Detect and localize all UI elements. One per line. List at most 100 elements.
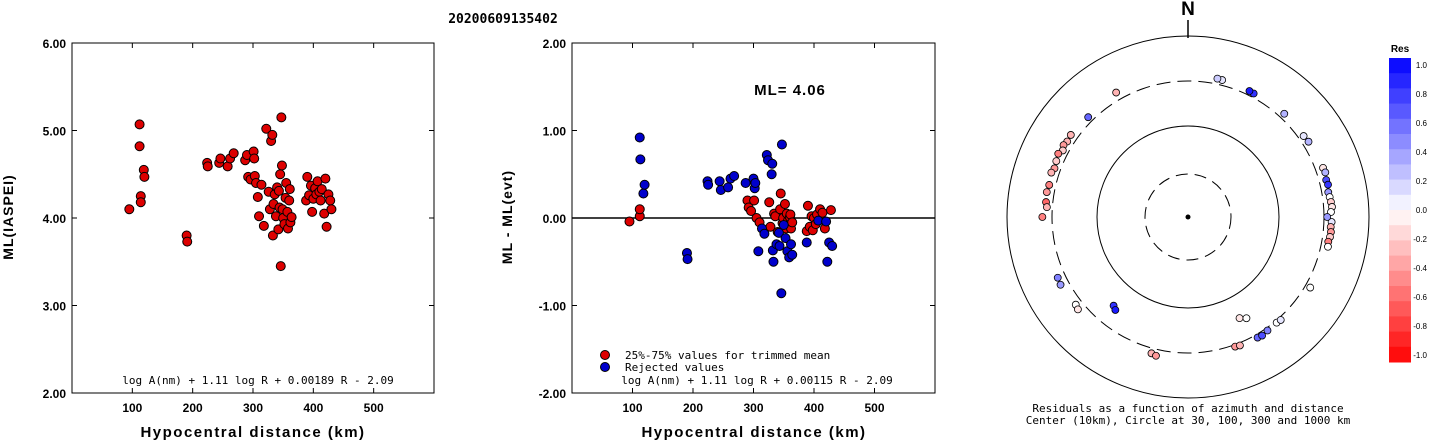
middle-formula: log A(nm) + 1.11 log R + 0.00115 R - 2.0…: [621, 374, 893, 387]
middle-data-point: [825, 205, 836, 216]
colorbar-band: [1389, 225, 1411, 241]
middle-data-point: [746, 206, 757, 216]
left-data-point: [182, 236, 193, 247]
station-marker: [1235, 314, 1244, 323]
polar-caption-1: Residuals as a function of azimuth and d…: [1032, 402, 1343, 415]
station-marker: [1112, 88, 1121, 97]
middle-data-point: [821, 216, 832, 227]
middle-data-point: [759, 228, 770, 239]
figure-title: 20200609135402: [448, 12, 558, 27]
middle-ylabel: ML - ML(evt): [499, 170, 515, 264]
legend-label-rejected: Rejected values: [625, 361, 724, 374]
colorbar-tick-label: 0.4: [1416, 148, 1428, 157]
colorbar-ticks: 1.0 0.8 0.6 0.4 0.2 0.0 -0.2 -0.4 -0.6 -0.8 -1.0: [1413, 61, 1427, 360]
middle-data-point: [774, 241, 785, 251]
circle-100km: [1096, 125, 1280, 309]
colorbar-tick-label: 0.2: [1416, 177, 1428, 186]
colorbar-band: [1389, 255, 1411, 272]
epicenter-dot: [1185, 214, 1191, 220]
colorbar-tick-label: -0.4: [1413, 264, 1427, 273]
station-marker: [1263, 326, 1272, 335]
colorbar-tick-label: -0.8: [1413, 322, 1427, 331]
middle-data-point: [787, 217, 798, 228]
azimuth-residual-panel: N Residuals as a function of azimuth and…: [1006, 0, 1370, 427]
middle-data-point: [787, 249, 798, 260]
colorbar-band: [1389, 179, 1411, 196]
station-marker: [1280, 109, 1289, 118]
colorbar-band: [1389, 301, 1411, 317]
left-xtick-label: 100: [122, 401, 142, 415]
middle-data-point: [766, 169, 777, 180]
colorbar-tick-label: 0.8: [1416, 90, 1428, 99]
middle-data-point: [740, 178, 751, 188]
left-data-point: [326, 204, 337, 215]
left-data-point: [286, 212, 297, 223]
middle-data-point: [827, 241, 838, 251]
left-ytick-label: 6.00: [43, 37, 67, 51]
left-data-point: [134, 119, 145, 130]
middle-data-point: [776, 288, 787, 299]
station-marker: [1304, 137, 1313, 146]
left-xtick-label: 200: [183, 401, 203, 415]
middle-data-point: [822, 256, 833, 267]
middle-data-point: [639, 179, 650, 190]
middle-data-point: [753, 246, 764, 257]
colorbar-bands: [1389, 58, 1411, 363]
colorbar-band: [1389, 316, 1411, 333]
middle-xtick-label: 500: [864, 401, 884, 415]
station-marker: [1236, 341, 1244, 350]
left-axes: 100 200 300 400 500 2.00 3.00 4.00 5.00 6.00: [43, 37, 435, 415]
residual-vs-distance-panel: 100 200 300 400 500 -2.00 -1.00 0.00 1.00 2.00 ML…: [499, 37, 936, 441]
middle-xtick-label: 300: [743, 401, 763, 415]
middle-data-point: [703, 179, 714, 190]
ml-annotation: ML= 4.06: [754, 82, 826, 99]
colorbar-tick-label: 0.0: [1416, 206, 1428, 215]
station-marker: [1053, 273, 1062, 282]
colorbar-tick-label: 1.0: [1416, 61, 1428, 70]
colorbar-band: [1389, 331, 1411, 348]
middle-data-point: [767, 158, 778, 169]
colorbar-band: [1389, 58, 1411, 74]
station-marker: [1242, 314, 1251, 323]
circle-1000km: [1006, 35, 1370, 399]
middle-ytick-label: 1.00: [543, 125, 567, 139]
station-marker: [1245, 87, 1254, 95]
colorbar-band: [1389, 194, 1411, 211]
station-marker: [1042, 188, 1051, 197]
left-frame: [71, 42, 435, 394]
left-data-point: [228, 148, 239, 159]
middle-data-point: [773, 227, 784, 238]
middle-data-point: [714, 176, 725, 187]
residual-colorbar: Res 1.0 0.8 0.6 0.4 0.2 0.0 -0.2 -0.4 -0.6 -0.8 -1…: [1389, 44, 1428, 363]
station-marker: [1258, 331, 1267, 340]
middle-xtick-label: 400: [804, 401, 824, 415]
middle-xlabel: Hypocentral distance (km): [641, 424, 866, 441]
station-marker: [1054, 149, 1063, 158]
left-data-point: [135, 197, 146, 208]
ml-vs-distance-panel: 100 200 300 400 500 2.00 3.00 4.00 5.00 6.00 log …: [0, 37, 435, 441]
left-xtick-label: 500: [364, 401, 384, 415]
left-data-point: [319, 208, 330, 219]
circle-30km: [1144, 173, 1232, 261]
middle-data-points: [624, 132, 838, 299]
left-data-point: [275, 261, 286, 272]
middle-data-point: [635, 154, 646, 165]
middle-data-point: [778, 220, 789, 230]
left-data-point: [273, 185, 284, 196]
left-data-point: [254, 211, 265, 222]
middle-data-point: [775, 188, 786, 199]
polar-caption-2: Center (10km), Circle at 30, 100, 300 an…: [1026, 414, 1351, 427]
left-ytick-label: 4.00: [43, 212, 67, 226]
colorbar-title: Res: [1391, 44, 1410, 55]
station-marker: [1276, 316, 1285, 324]
left-data-point: [256, 179, 267, 190]
middle-data-point: [729, 171, 740, 181]
colorbar-band: [1389, 73, 1411, 89]
legend-label-trimmed: 25%-75% values for trimmed mean: [625, 349, 830, 362]
middle-data-point: [682, 254, 693, 265]
left-data-point: [302, 171, 313, 182]
left-formula: log A(nm) + 1.11 log R + 0.00189 R - 2.0…: [122, 374, 394, 387]
left-data-point: [276, 160, 287, 171]
station-marker: [1045, 181, 1054, 189]
left-data-point: [316, 184, 327, 195]
